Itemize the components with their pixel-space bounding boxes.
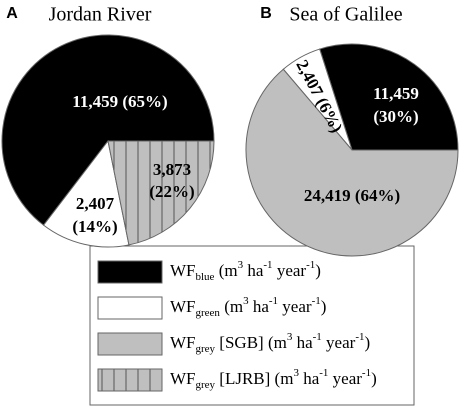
legend-text: ) xyxy=(315,261,321,280)
legend-text: grey xyxy=(196,343,216,355)
legend-text: year xyxy=(273,261,307,280)
legend-text: 3 xyxy=(243,295,249,307)
pie-slice xyxy=(107,140,215,246)
legend-text: -1 xyxy=(313,331,322,343)
pie-slice xyxy=(245,68,459,257)
chart-title: Jordan River xyxy=(49,4,152,26)
legend-label: WFgreen (m3 ha-1 year-1) xyxy=(170,295,326,319)
legend-text: (m xyxy=(214,261,237,280)
chart-title: Sea of Galilee xyxy=(289,4,402,26)
data-label: (30%) xyxy=(373,107,418,126)
data-label: (22%) xyxy=(149,182,194,201)
legend-text: [SGB] (m xyxy=(215,333,287,352)
legend-text: -1 xyxy=(319,367,328,379)
data-label: 11,459 (65%) xyxy=(72,92,167,111)
pie-slice xyxy=(1,34,215,226)
data-label: 11,459 xyxy=(373,84,419,103)
legend-text: ha xyxy=(292,333,313,352)
data-label: 3,873 xyxy=(153,160,191,179)
legend-text: 3 xyxy=(238,259,244,271)
legend-text: grey xyxy=(196,379,216,391)
legend-text: blue xyxy=(196,271,215,283)
data-label: (14%) xyxy=(72,217,117,236)
pie-slice xyxy=(42,139,130,248)
legend-text: ha xyxy=(299,369,320,388)
legend-text: green xyxy=(196,307,221,319)
legend-text: -1 xyxy=(312,295,321,307)
legend-text: ) xyxy=(364,333,370,352)
legend-text: -1 xyxy=(306,259,315,271)
legend-text: -1 xyxy=(362,367,371,379)
data-label: 24,419 (64%) xyxy=(304,186,400,205)
legend-text: WF xyxy=(170,333,196,352)
data-label: 2,407 xyxy=(76,194,115,213)
legend-text: -1 xyxy=(269,295,278,307)
legend-label: WFblue (m3 ha-1 year-1) xyxy=(170,259,321,283)
legend-text: WF xyxy=(170,261,196,280)
legend-text: ha xyxy=(243,261,264,280)
legend-text: 3 xyxy=(293,367,299,379)
legend-text: year xyxy=(278,297,312,316)
legend-text: (m xyxy=(220,297,243,316)
legend-text: -1 xyxy=(355,331,364,343)
legend-text: WF xyxy=(170,369,196,388)
panel-label: B xyxy=(260,5,272,22)
legend-swatch xyxy=(97,296,163,320)
legend-text: ) xyxy=(371,369,377,388)
legend-label: WFgrey [LJRB] (m3 ha-1 year-1) xyxy=(170,367,377,391)
legend-swatch xyxy=(97,332,163,356)
legend-text: year xyxy=(322,333,356,352)
legend-text: ha xyxy=(249,297,270,316)
legend-label: WFgrey [SGB] (m3 ha-1 year-1) xyxy=(170,331,370,355)
legend-text: ) xyxy=(321,297,327,316)
legend-text: -1 xyxy=(263,259,272,271)
legend-text: WF xyxy=(170,297,196,316)
legend-text: 3 xyxy=(287,331,293,343)
legend-swatch xyxy=(97,260,163,284)
pie-slice xyxy=(319,43,459,151)
legend-text: year xyxy=(328,369,362,388)
panel-label: A xyxy=(6,5,18,22)
legend-text: [LJRB] (m xyxy=(215,369,293,388)
legend-swatch xyxy=(97,368,163,392)
